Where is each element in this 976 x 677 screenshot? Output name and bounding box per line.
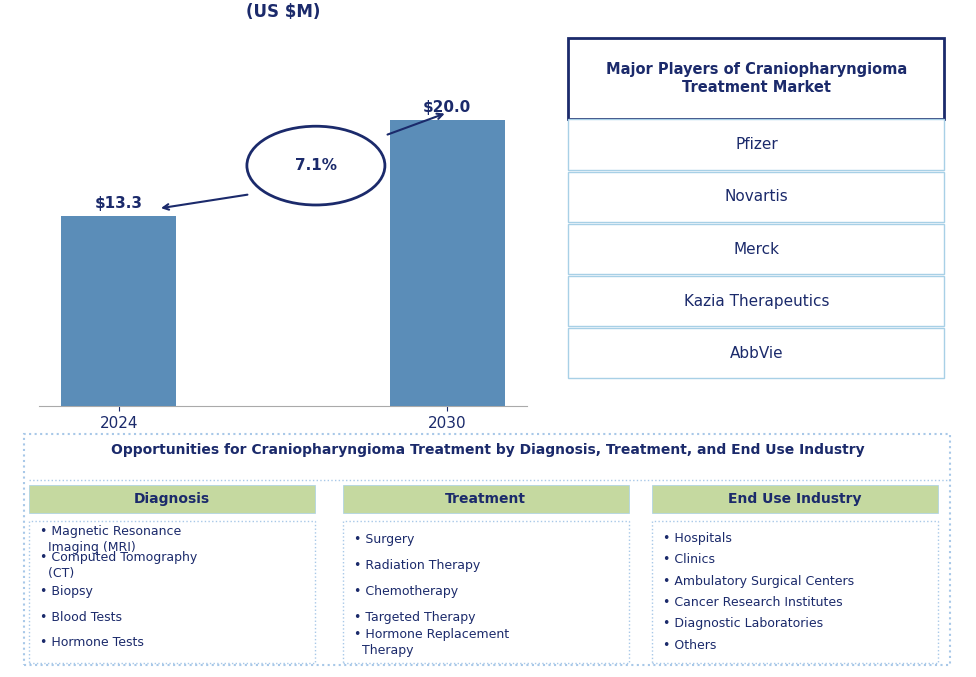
FancyBboxPatch shape bbox=[29, 485, 314, 512]
FancyBboxPatch shape bbox=[568, 119, 945, 170]
FancyBboxPatch shape bbox=[343, 485, 629, 512]
Text: Pfizer: Pfizer bbox=[735, 137, 778, 152]
Text: • Biopsy: • Biopsy bbox=[40, 585, 93, 598]
Text: • Others: • Others bbox=[664, 639, 716, 652]
Text: 7.1%: 7.1% bbox=[295, 158, 337, 173]
Text: Treatment: Treatment bbox=[445, 492, 526, 506]
FancyBboxPatch shape bbox=[29, 521, 314, 663]
Text: • Hormone Tests: • Hormone Tests bbox=[40, 636, 144, 649]
Text: Diagnosis: Diagnosis bbox=[134, 492, 210, 506]
Text: End Use Industry: End Use Industry bbox=[728, 492, 862, 506]
Text: • Hospitals: • Hospitals bbox=[664, 531, 732, 545]
Text: Major Players of Craniopharyngioma
Treatment Market: Major Players of Craniopharyngioma Treat… bbox=[606, 62, 907, 95]
Text: • Targeted Therapy: • Targeted Therapy bbox=[354, 611, 475, 624]
Text: Merck: Merck bbox=[733, 242, 780, 257]
FancyBboxPatch shape bbox=[568, 37, 945, 119]
Text: Source: Lucintel: Source: Lucintel bbox=[403, 458, 517, 471]
FancyBboxPatch shape bbox=[652, 521, 938, 663]
Text: • Cancer Research Institutes: • Cancer Research Institutes bbox=[664, 596, 843, 609]
Text: • Radiation Therapy: • Radiation Therapy bbox=[354, 559, 480, 572]
Text: $20.0: $20.0 bbox=[424, 100, 471, 116]
Text: Novartis: Novartis bbox=[724, 190, 789, 204]
Text: • Clinics: • Clinics bbox=[664, 553, 715, 566]
FancyBboxPatch shape bbox=[652, 485, 938, 512]
Text: • Magnetic Resonance
  Imaging (MRI): • Magnetic Resonance Imaging (MRI) bbox=[40, 525, 182, 554]
Text: • Surgery: • Surgery bbox=[354, 533, 415, 546]
FancyBboxPatch shape bbox=[568, 171, 945, 222]
Text: AbbVie: AbbVie bbox=[730, 346, 783, 361]
Text: • Computed Tomography
  (CT): • Computed Tomography (CT) bbox=[40, 551, 197, 580]
Bar bbox=[61, 216, 177, 406]
Text: • Chemotherapy: • Chemotherapy bbox=[354, 585, 458, 598]
Title: Global Craniopharyngioma Treatment Market
(US $M): Global Craniopharyngioma Treatment Marke… bbox=[71, 0, 495, 21]
FancyBboxPatch shape bbox=[24, 433, 950, 665]
FancyBboxPatch shape bbox=[568, 328, 945, 378]
Text: Opportunities for Craniopharyngioma Treatment by Diagnosis, Treatment, and End U: Opportunities for Craniopharyngioma Trea… bbox=[111, 443, 865, 458]
Text: • Hormone Replacement
  Therapy: • Hormone Replacement Therapy bbox=[354, 628, 509, 657]
FancyBboxPatch shape bbox=[568, 276, 945, 326]
Text: Kazia Therapeutics: Kazia Therapeutics bbox=[683, 294, 830, 309]
Text: • Blood Tests: • Blood Tests bbox=[40, 611, 122, 624]
FancyBboxPatch shape bbox=[568, 223, 945, 274]
Text: • Ambulatory Surgical Centers: • Ambulatory Surgical Centers bbox=[664, 575, 854, 588]
FancyBboxPatch shape bbox=[343, 521, 629, 663]
Text: • Diagnostic Laboratories: • Diagnostic Laboratories bbox=[664, 617, 824, 630]
Bar bbox=[389, 120, 505, 406]
Text: $13.3: $13.3 bbox=[95, 196, 142, 211]
